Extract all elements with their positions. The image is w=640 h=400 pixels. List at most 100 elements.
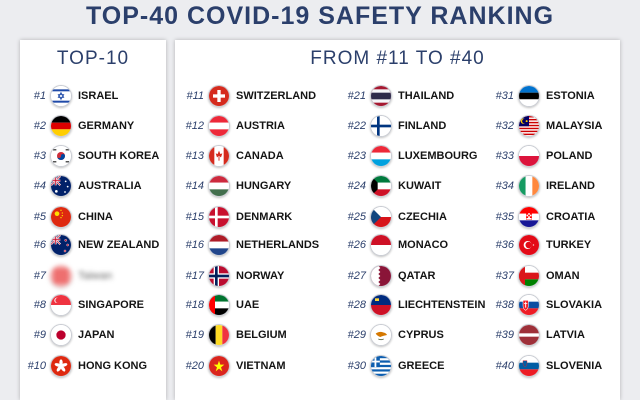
ranking-row: #5 CHINA [24, 205, 113, 229]
country-name: POLAND [546, 150, 593, 162]
rank-number: #32 [495, 120, 514, 132]
ranking-row: #34 IRELAND [488, 174, 595, 198]
ranking-row: #10 HONG KONG [24, 354, 147, 378]
rank-number: #28 [347, 299, 366, 311]
ireland-flag-icon [518, 175, 540, 197]
country-name: MONACO [398, 239, 449, 251]
ranking-row: #27 QATAR [340, 264, 435, 288]
rank-number: #7 [33, 270, 46, 282]
ranking-row: #25 CZECHIA [340, 205, 447, 229]
country-name: FINLAND [398, 120, 447, 132]
country-name: QATAR [398, 270, 436, 282]
turkey-flag-icon [518, 234, 540, 256]
rank-number: #11 [186, 90, 204, 102]
rank-number: #24 [347, 180, 366, 192]
rest-panel: FROM #11 TO #40 [175, 40, 620, 400]
ranking-row: #28 LIECHTENSTEIN [340, 293, 485, 317]
rank-number: #1 [33, 90, 46, 102]
estonia-flag-icon [518, 85, 540, 107]
country-name: BELGIUM [236, 329, 287, 341]
thailand-flag-icon [370, 85, 392, 107]
greece-flag-icon [370, 355, 392, 377]
top10-panel: TOP-10 [20, 40, 166, 400]
ranking-row: #4 AUSTRALIA [24, 174, 142, 198]
page-title: TOP-40 COVID-19 SAFETY RANKING [85, 2, 555, 30]
ranking-row: #36 TURKEY [488, 233, 591, 257]
blurred-flag-icon [50, 265, 72, 287]
rank-number: #33 [495, 150, 514, 162]
ranking-row: #12 AUSTRIA [178, 114, 285, 138]
rank-number: #3 [33, 150, 46, 162]
ranking-row: #23 LUXEMBOURG [340, 144, 477, 168]
country-name: SOUTH KOREA [78, 150, 160, 162]
finland-flag-icon [370, 115, 392, 137]
rank-number: #17 [185, 270, 204, 282]
ranking-row: #38 SLOVAKIA [488, 293, 602, 317]
ranking-row: #17 NORWAY [178, 264, 284, 288]
ranking-row: #14 HUNGARY [178, 174, 291, 198]
norway-flag-icon [208, 265, 230, 287]
ranking-row: #35 CROATIA [488, 205, 595, 229]
country-name: IRELAND [546, 180, 595, 192]
south-korea-flag-icon [50, 145, 72, 167]
slovenia-flag-icon [518, 355, 540, 377]
country-name: NORWAY [236, 270, 285, 282]
country-name: AUSTRALIA [78, 180, 142, 192]
kuwait-flag-icon [370, 175, 392, 197]
slovakia-flag-icon [518, 294, 540, 316]
rank-number: #14 [185, 180, 204, 192]
country-name: ESTONIA [546, 90, 595, 102]
country-name: CHINA [78, 211, 113, 223]
latvia-flag-icon [518, 324, 540, 346]
country-name: ISRAEL [78, 90, 119, 102]
rank-number: #29 [347, 329, 366, 341]
country-name: TURKEY [546, 239, 592, 251]
ranking-row: #29 CYPRUS [340, 323, 444, 347]
country-name: SLOVENIA [546, 360, 603, 372]
country-name: SINGAPORE [78, 299, 145, 311]
country-name: SWITZERLAND [236, 90, 317, 102]
japan-flag-icon [50, 324, 72, 346]
country-name: VIETNAM [236, 360, 286, 372]
rank-number: #9 [33, 329, 46, 341]
ranking-row: #16 NETHERLANDS [178, 233, 319, 257]
rank-number: #38 [495, 299, 514, 311]
ranking-row: #20 VIETNAM [178, 354, 286, 378]
ranking-row: #21 THAILAND [340, 84, 454, 108]
luxembourg-flag-icon [370, 145, 392, 167]
ranking-row: #39 LATVIA [488, 323, 585, 347]
rank-number: #31 [495, 90, 514, 102]
croatia-flag-icon [518, 206, 540, 228]
ranking-row: #13 CANADA [178, 144, 284, 168]
rank-number: #15 [185, 211, 204, 223]
rank-number: #5 [33, 211, 46, 223]
singapore-flag-icon [50, 294, 72, 316]
ranking-row: #9 JAPAN [24, 323, 114, 347]
rank-number: #35 [495, 211, 514, 223]
country-name: JAPAN [78, 329, 115, 341]
rest-heading: FROM #11 TO #40 [310, 48, 485, 69]
ranking-row: #24 KUWAIT [340, 174, 441, 198]
rank-number: #8 [33, 299, 46, 311]
qatar-flag-icon [370, 265, 392, 287]
country-name: LIECHTENSTEIN [398, 299, 486, 311]
denmark-flag-icon [208, 206, 230, 228]
ranking-row: #7 Taiwan [24, 264, 112, 288]
monaco-flag-icon [370, 234, 392, 256]
rank-number: #12 [185, 120, 204, 132]
ranking-row: #1 ISRAEL [24, 84, 118, 108]
ranking-row: #37 OMAN [488, 264, 580, 288]
rank-number: #23 [347, 150, 366, 162]
ranking-row: #2 GERMANY [24, 114, 134, 138]
ranking-row: #22 FINLAND [340, 114, 446, 138]
ranking-row: #33 POLAND [488, 144, 592, 168]
rank-number: #20 [185, 360, 204, 372]
rank-number: #16 [185, 239, 204, 251]
country-name: DENMARK [236, 211, 293, 223]
rank-number: #36 [495, 239, 514, 251]
country-name: Taiwan [78, 270, 113, 282]
country-name: OMAN [546, 270, 580, 282]
ranking-row: #26 MONACO [340, 233, 448, 257]
uae-flag-icon [208, 294, 230, 316]
switzerland-flag-icon [208, 85, 230, 107]
